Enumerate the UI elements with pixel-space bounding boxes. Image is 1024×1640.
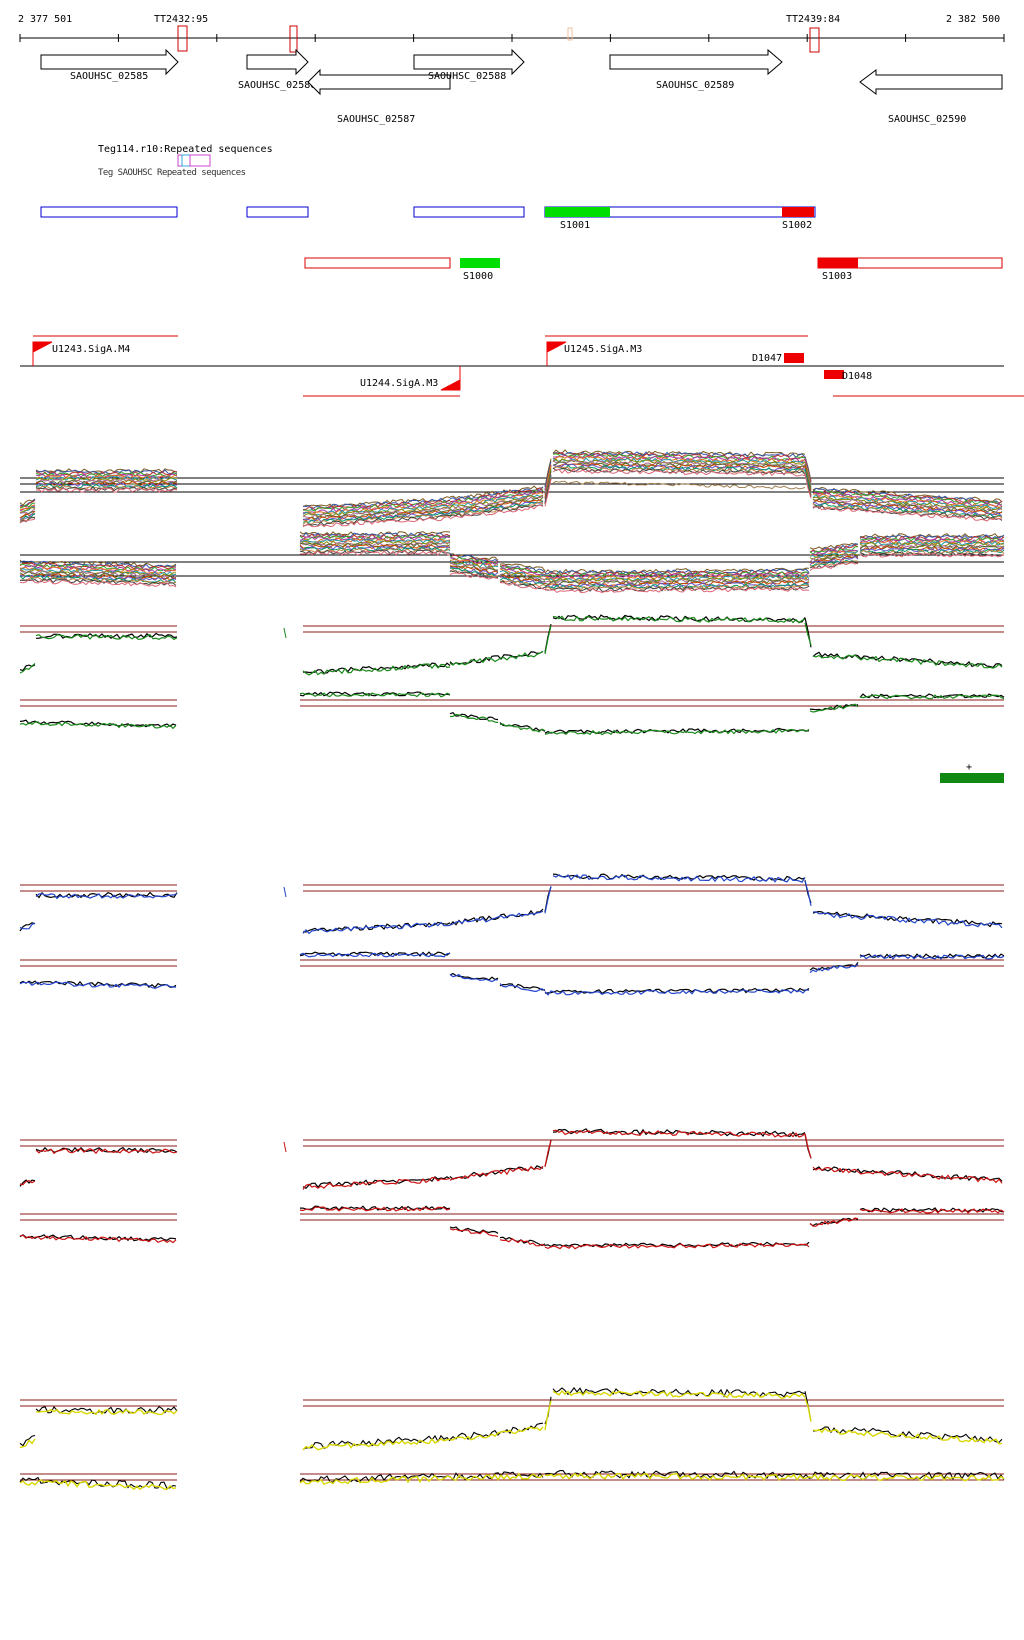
profile-trace-black [19,1128,1003,1190]
segment-track-minus: S1000 S1003 [304,257,1003,282]
profile-trace-color [19,615,1003,676]
ruler-ticks [19,34,1005,42]
profile-panel-green [19,614,1005,736]
segment-plus-2[interactable] [246,206,309,218]
profile-panel-ensemble [19,449,1005,594]
segment-label-s1002: S1002 [782,220,812,231]
gene-arrow-02586[interactable] [246,48,309,76]
segment-s1003[interactable] [818,258,858,268]
gene-arrow-02589[interactable] [609,48,783,76]
gene-arrow-02590[interactable] [859,69,1003,95]
repeat-overlap-label: Teg SAOUHSC Repeated sequences [98,168,246,178]
profile-trace-black [19,1205,1005,1248]
downshift-label-d1047: D1047 [752,353,782,364]
segment-label-s1001: S1001 [560,220,590,231]
profile-trace-black [19,691,1005,735]
downshift-label-d1048: D1048 [842,371,872,382]
expression-profiles [19,449,1005,1491]
condition-marker: + [940,762,1004,783]
marker-bar[interactable] [940,773,1004,783]
terminator-label-1: TT2432:95 [154,14,208,25]
gene-label-02585: SAOUHSC_02585 [70,71,148,82]
profile-trace-black [19,614,1003,674]
profile-trace-black [19,951,1005,995]
profile-trace-color [19,1206,1005,1250]
profile-panel-blue [19,873,1005,996]
coord-start: 2 377 501 [18,14,72,25]
coordinate-ruler: 2 377 501 2 382 500 TT2432:95 TT2439:84 [18,14,1005,53]
ensemble-trace-upper [19,449,1003,508]
terminator-marker-1[interactable] [177,25,188,52]
terminator-marker-4[interactable] [809,27,820,53]
profile-trace-color [19,952,1005,996]
profile-trace-color [19,692,1005,736]
repeat-track: Teg114.r10:Repeated sequences Teg SAOUHS… [98,144,273,178]
downshift-d1047[interactable] [784,353,804,363]
promoter-flag-u1244[interactable] [440,366,461,391]
profile-trace-black [19,873,1003,933]
ensemble-trace-lower [19,540,1005,584]
terminator-label-2: TT2439:84 [786,14,840,25]
profile-trace-color [19,1129,1003,1190]
gene-track: SAOUHSC_02585 SAOUHSC_02586 SAOUHSC_0258… [40,48,1003,125]
marker-label: + [966,762,972,773]
promoter-label-u1244: U1244.SigA.M3 [360,378,438,389]
promoter-label-u1245: U1245.SigA.M3 [564,344,642,355]
ensemble-outlier [552,480,806,490]
gene-label-02588: SAOUHSC_02588 [428,71,506,82]
promoter-track: U1243.SigA.M4 U1245.SigA.M3 U1244.SigA.M… [20,335,1024,397]
segment-label-s1000: S1000 [463,271,493,282]
promoter-flag-u1245[interactable] [546,341,567,366]
segment-s1002[interactable] [782,207,814,217]
terminator-marker-3[interactable] [567,27,573,41]
profile-trace-color [19,1472,1005,1491]
gene-label-02587: SAOUHSC_02587 [337,114,415,125]
gene-label-02589: SAOUHSC_02589 [656,80,734,91]
profile-trace-color [19,1389,1003,1451]
ensemble-trace-upper [19,468,1003,528]
profile-trace-black [19,1386,1003,1450]
terminator-marker-2[interactable] [289,25,298,53]
repeat-label: Teg114.r10:Repeated sequences [98,144,273,155]
segment-plus-1[interactable] [40,206,178,218]
promoter-label-u1243: U1243.SigA.M4 [52,344,130,355]
downshift-d1048[interactable] [824,370,844,379]
gene-label-02586: SAOUHSC_02586 [238,80,316,91]
profile-stub [283,627,287,639]
profile-stub [283,886,287,898]
segment-minus-1[interactable] [304,257,451,269]
gene-arrow-02587[interactable] [307,68,451,96]
profile-trace-color [19,874,1003,935]
ensemble-trace-lower [19,542,1005,586]
segment-plus-3[interactable] [413,206,525,218]
promoter-flag-u1243[interactable] [32,341,53,366]
profile-panel-yellow [19,1386,1005,1491]
segment-track-plus: S1001 S1002 [40,206,816,231]
gene-label-02590: SAOUHSC_02590 [888,114,966,125]
segment-s1000[interactable] [460,258,500,268]
segment-s1001[interactable] [545,207,610,217]
ensemble-trace-lower [19,538,1005,582]
profile-panel-red [19,1128,1005,1250]
gene-arrow-02585[interactable] [40,48,179,76]
segment-label-s1003: S1003 [822,271,852,282]
repeat-box-3[interactable] [189,154,211,167]
gene-arrow-02588[interactable] [413,48,525,76]
ensemble-trace-lower [19,550,1005,594]
ensemble-trace-lower [19,545,1005,589]
profile-stub [283,1141,287,1153]
coord-end: 2 382 500 [946,14,1000,25]
ensemble-trace-lower [20,549,1005,592]
